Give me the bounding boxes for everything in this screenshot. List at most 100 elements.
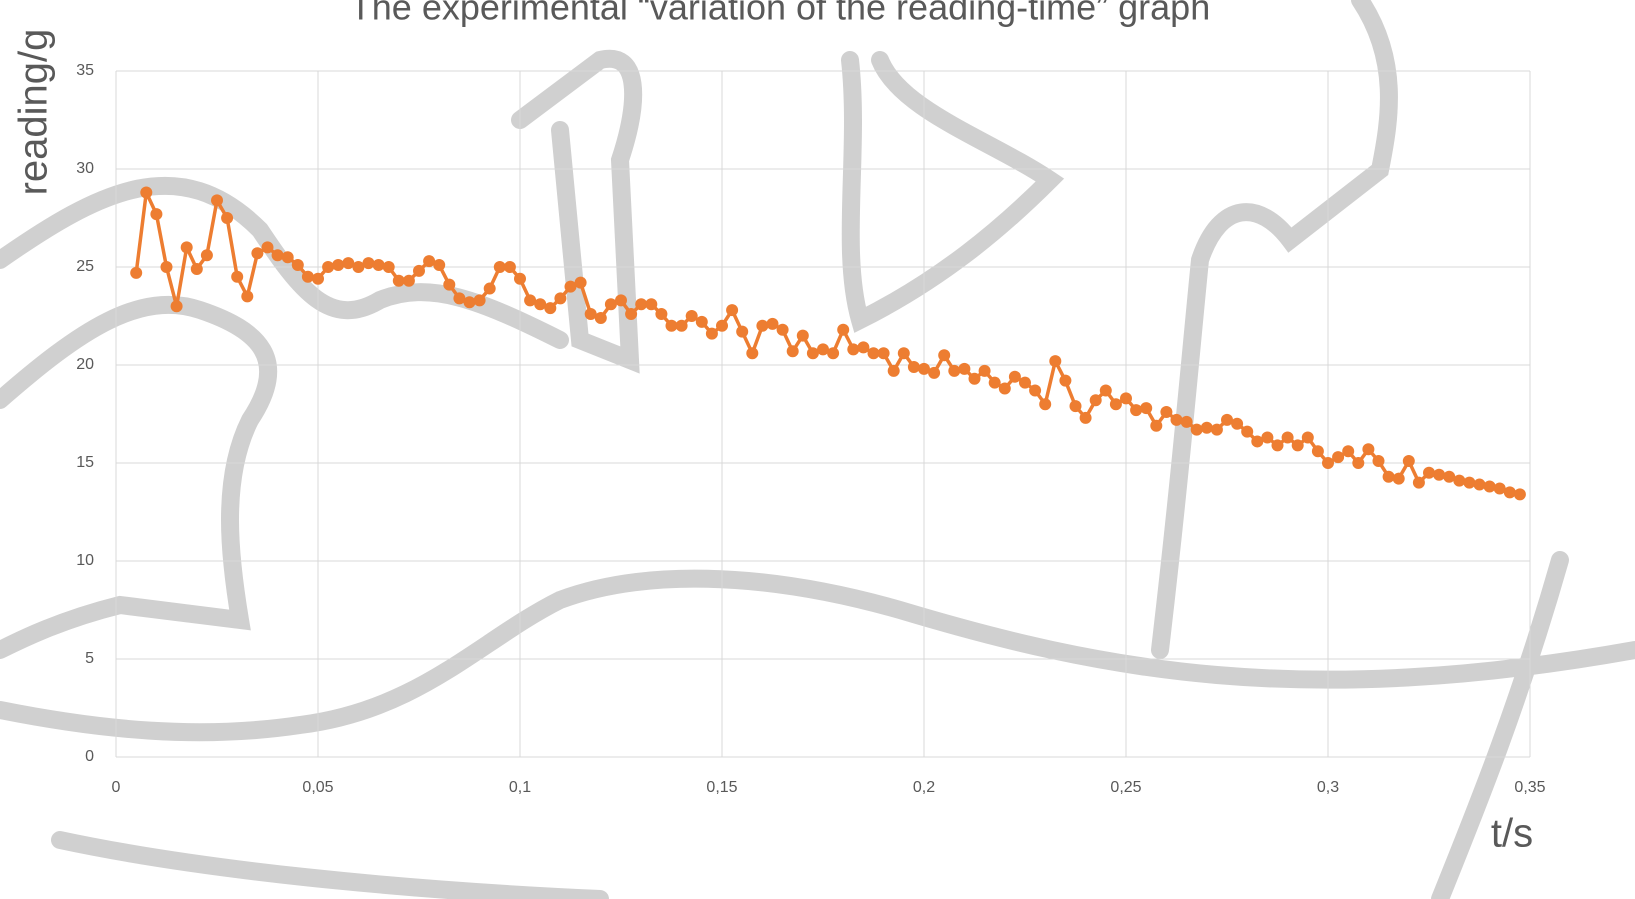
data-point (696, 316, 708, 328)
data-point (1110, 398, 1122, 410)
y-axis-label: reading/g (12, 29, 56, 196)
x-axis-label: t/s (1491, 812, 1533, 856)
data-point (272, 249, 284, 261)
data-point (211, 194, 223, 206)
data-point (130, 267, 142, 279)
data-point (191, 263, 203, 275)
data-point (686, 310, 698, 322)
data-point (140, 187, 152, 199)
y-tick-label: 30 (76, 160, 94, 177)
data-point (1059, 375, 1071, 387)
data-point (1352, 457, 1364, 469)
y-tick-label: 10 (76, 552, 94, 569)
data-point (504, 261, 516, 273)
data-point (544, 302, 556, 314)
data-point (928, 367, 940, 379)
data-point (1272, 439, 1284, 451)
data-point (1150, 420, 1162, 432)
data-point (948, 365, 960, 377)
data-point (746, 347, 758, 359)
data-point (363, 257, 375, 269)
data-point (1484, 481, 1496, 493)
data-point (878, 347, 890, 359)
data-point (736, 326, 748, 338)
data-point (251, 247, 263, 259)
data-point (1140, 402, 1152, 414)
data-point (827, 347, 839, 359)
data-point (999, 383, 1011, 395)
x-tick-label: 0,2 (913, 779, 935, 796)
data-point (1070, 400, 1082, 412)
data-point (958, 363, 970, 375)
data-point (181, 241, 193, 253)
y-tick-label: 20 (76, 356, 94, 373)
data-point (221, 212, 233, 224)
data-point (1100, 384, 1112, 396)
data-point (1342, 445, 1354, 457)
data-point (413, 265, 425, 277)
data-point (1362, 443, 1374, 455)
x-tick-label: 0,05 (302, 779, 333, 796)
data-point (1453, 475, 1465, 487)
data-point (1474, 479, 1486, 491)
data-point (797, 330, 809, 342)
data-point (1423, 467, 1435, 479)
x-tick-label: 0 (112, 779, 121, 796)
data-point (898, 347, 910, 359)
y-tick-label: 25 (76, 258, 94, 275)
data-point (716, 320, 728, 332)
data-point (433, 259, 445, 271)
data-point (1019, 377, 1031, 389)
chart-title: The experimental “variation of the readi… (350, 0, 1210, 28)
data-point (150, 208, 162, 220)
data-point (979, 365, 991, 377)
data-point (625, 308, 637, 320)
data-point (1302, 432, 1314, 444)
data-point (1211, 424, 1223, 436)
data-point (969, 373, 981, 385)
data-point (231, 271, 243, 283)
data-point (1191, 424, 1203, 436)
data-point (787, 345, 799, 357)
data-point (1039, 398, 1051, 410)
data-point (474, 294, 486, 306)
data-point (1201, 422, 1213, 434)
chart: The experimental “variation of the readi… (0, 0, 1635, 899)
x-tick-label: 0,3 (1317, 779, 1339, 796)
data-point (1171, 414, 1183, 426)
data-point (1433, 469, 1445, 481)
x-tick-label: 0,15 (706, 779, 737, 796)
background-sketch (0, 0, 1635, 899)
data-point (484, 283, 496, 295)
data-point (645, 298, 657, 310)
data-point (575, 277, 587, 289)
data-point (322, 261, 334, 273)
data-point (161, 261, 173, 273)
data-point (1090, 394, 1102, 406)
data-point (171, 300, 183, 312)
data-point (1332, 451, 1344, 463)
data-point (615, 294, 627, 306)
data-point (332, 259, 344, 271)
y-tick-label: 5 (85, 650, 94, 667)
data-point (1514, 488, 1526, 500)
data-point (1383, 471, 1395, 483)
data-point (1282, 432, 1294, 444)
data-point (1009, 371, 1021, 383)
data-point (1393, 473, 1405, 485)
data-point (756, 320, 768, 332)
data-point (514, 273, 526, 285)
data-point (1504, 486, 1516, 498)
data-point (312, 273, 324, 285)
data-point (777, 324, 789, 336)
data-point (1373, 455, 1385, 467)
data-point (383, 261, 395, 273)
data-point (837, 324, 849, 336)
data-point (1261, 432, 1273, 444)
data-point (302, 271, 314, 283)
data-point (857, 341, 869, 353)
y-tick-label: 35 (76, 62, 94, 79)
data-point (403, 275, 415, 287)
data-point (595, 312, 607, 324)
data-point (676, 320, 688, 332)
